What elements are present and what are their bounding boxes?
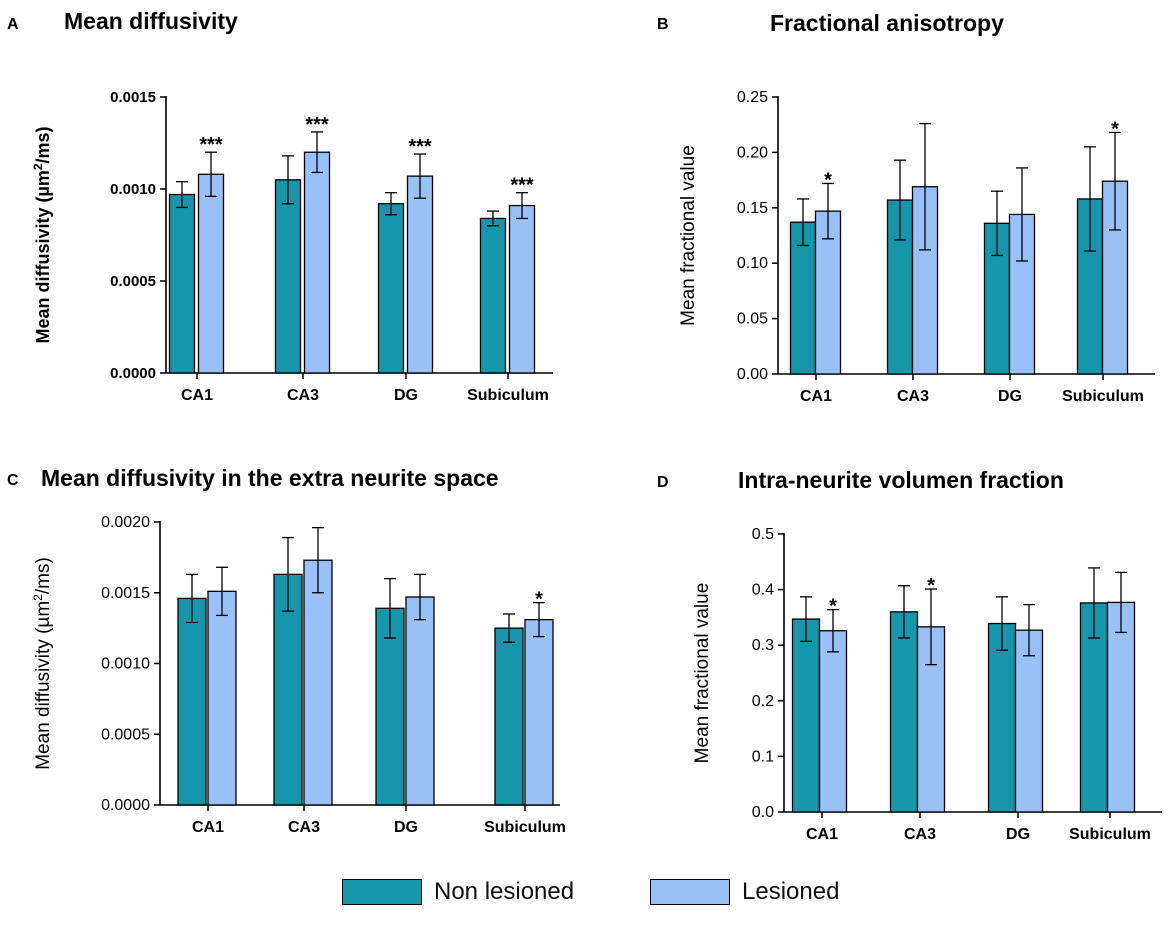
panel-c-ytick-label: 0.0010 [101,656,150,673]
legend-swatch-non-lesioned [342,879,422,905]
panel-c-letter: C [7,472,19,489]
panel-b-ylabel: Mean fractional value [678,145,699,326]
legend-item-non-lesioned: Non lesioned [342,875,574,909]
panel-d-significance: * [927,575,935,597]
panel-a-ytick-label: 0.0005 [110,273,156,290]
panel-d-bar-non-lesioned [987,622,1017,813]
panel-a-bar-lesioned [406,175,434,374]
panel-a-significance: *** [408,136,432,158]
panel-b-xtick-label: Subiculum [1062,388,1144,405]
panel-a-title: Mean diffusivity [64,8,238,34]
panel-d-xtick-label: Subiculum [1069,826,1151,843]
panel-c-ytick-label: 0.0005 [101,726,150,743]
panel-b-ytick-label: 0.00 [737,366,768,383]
panel-d-bar-lesioned [1014,629,1044,813]
panel-b-ytick-label: 0.10 [737,255,768,272]
panel-d-ytick-label: 0.3 [752,637,774,654]
panel-a-significance: *** [510,175,534,197]
panel-b-significance: * [1111,118,1119,140]
panel-c-bar-non-lesioned [375,607,405,806]
panel-a-xtick-label: DG [394,387,418,404]
panel-c-xtick-label: CA3 [288,819,320,836]
panel-c-bar-lesioned [303,559,333,806]
panel-b-title: Fractional anisotropy [770,10,1004,36]
panel-c-bar-lesioned [524,618,554,806]
panel-a-bar-lesioned [303,151,331,374]
panel-a-bar-non-lesioned [274,179,302,374]
panel-b-xtick-label: DG [998,388,1022,405]
legend-label-non-lesioned: Non lesioned [434,878,575,905]
panel-b-letter: B [657,16,669,33]
panel-d-ytick-label: 0.5 [752,526,774,543]
panel-c-title: Mean diffusivity in the extra neurite sp… [41,465,499,491]
panel-a-bar-non-lesioned [168,193,196,374]
panel-d-bar-lesioned [1106,601,1136,813]
panel-d-ytick-label: 0.1 [752,748,774,765]
panel-c-ylabel: Mean diffusivity (µm2/ms) [31,557,54,770]
legend-swatch-lesioned [650,879,730,905]
panel-d-letter: D [657,474,669,491]
panel-c-xtick-label: DG [394,819,418,836]
panel-c-bar-lesioned [405,596,435,806]
panel-d: D Intra-neurite volumen fraction Mean frac… [657,467,1162,843]
panel-d-significance: * [829,596,837,618]
panel-d-xtick-label: CA3 [904,826,936,843]
panel-b: B Fractional anisotropy Mean fractional va… [657,10,1155,405]
panel-a-letter: A [7,16,19,33]
panel-a-xtick-label: CA1 [181,387,213,404]
panel-c-xtick-label: Subiculum [484,819,566,836]
panel-c-ytick-label: 0.0000 [101,797,150,814]
panel-a-ylabel: Mean diffusivity (µm2/ms) [31,126,53,343]
panel-d-bar-lesioned [818,630,848,813]
legend: Non lesioned Lesioned [0,875,1170,925]
panel-c-bar-non-lesioned [494,627,524,806]
panel-c-significance: * [535,589,543,611]
panel-d-bar-non-lesioned [791,618,821,813]
panel-b-xtick-label: CA3 [897,388,929,405]
panel-b-ytick-label: 0.05 [737,311,768,328]
panel-c-xtick-label: CA1 [192,819,224,836]
panel-b-xtick-label: CA1 [800,388,832,405]
panel-a-bar-lesioned [197,173,225,374]
panel-c-bar-lesioned [207,590,237,806]
panel-d-title: Intra-neurite volumen fraction [738,467,1064,493]
panel-d-xtick-label: CA1 [806,826,838,843]
panel-a-ytick-label: 0.0010 [110,181,156,198]
panel-a-significance: *** [305,114,329,136]
panel-c-ytick-label: 0.0015 [101,585,150,602]
panel-a-xtick-label: CA3 [287,387,319,404]
panel-b-significance: * [824,169,832,191]
legend-label-lesioned: Lesioned [742,878,840,905]
panel-c: C Mean diffusivity in the extra neurite s… [7,465,566,836]
panel-a: A Mean diffusivity Mean diffusivity (µm2/m… [7,8,553,404]
panel-d-ylabel: Mean fractional value [692,583,713,764]
panel-c-bar-non-lesioned [177,597,207,806]
panel-b-ytick-label: 0.25 [737,89,768,106]
panel-b-ytick-label: 0.20 [737,144,768,161]
legend-item-lesioned: Lesioned [650,875,839,909]
panel-a-bar-non-lesioned [377,203,405,374]
panel-b-ytick-label: 0.15 [737,200,768,217]
panel-a-significance: *** [199,134,223,156]
panel-d-ytick-label: 0.2 [752,693,774,710]
panel-a-bar-non-lesioned [479,217,507,374]
panel-a-xtick-label: Subiculum [467,387,549,404]
panel-d-bar-non-lesioned [889,611,919,813]
panel-d-xtick-label: DG [1006,826,1030,843]
panel-a-bar-lesioned [508,204,536,374]
panel-c-ytick-label: 0.0020 [101,514,150,531]
panel-a-ytick-label: 0.0015 [110,89,156,106]
panel-d-ytick-label: 0.0 [752,804,774,821]
panel-a-ytick-label: 0.0000 [110,365,156,382]
panel-d-ytick-label: 0.4 [752,582,774,599]
